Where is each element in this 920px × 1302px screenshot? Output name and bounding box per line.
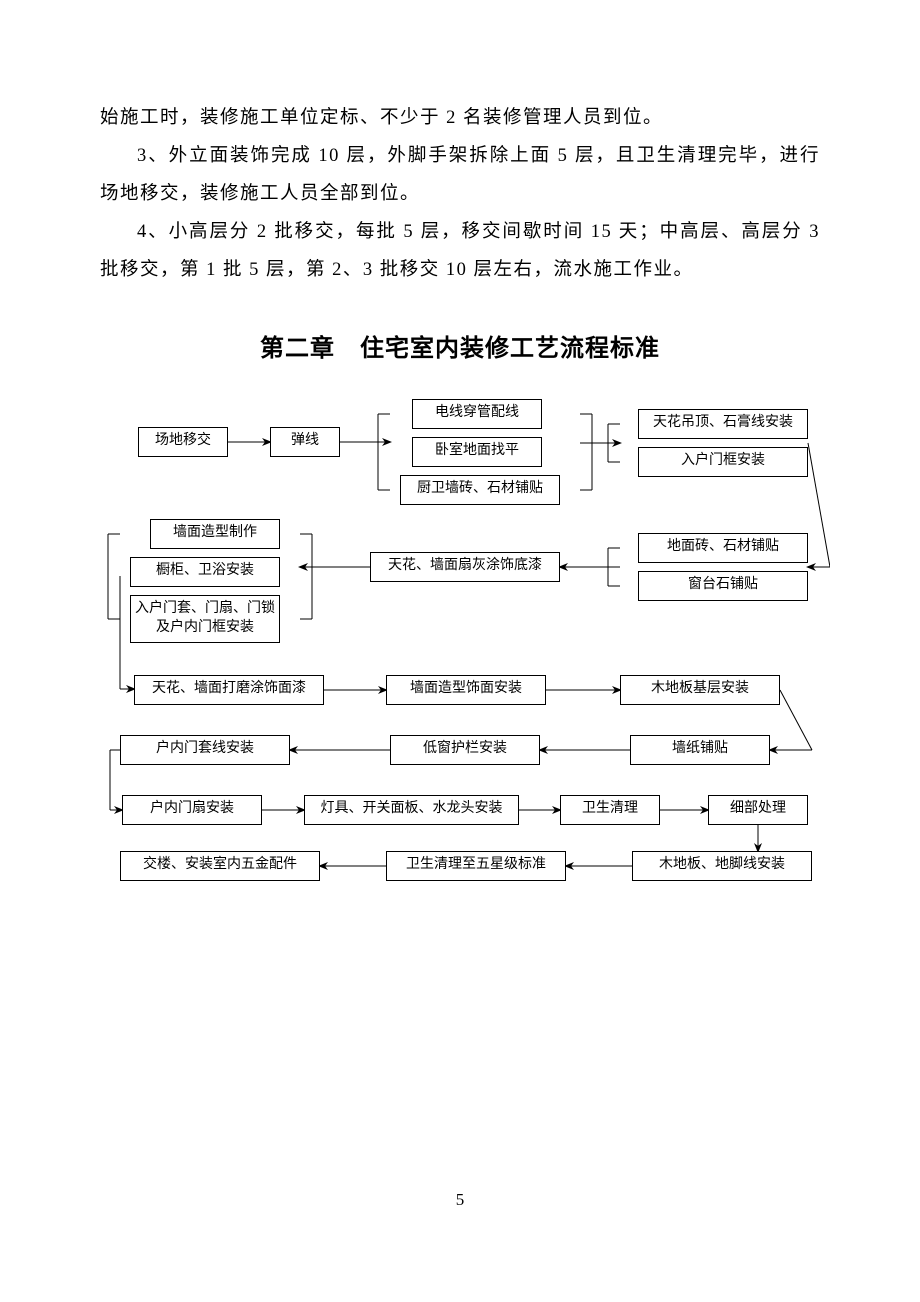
flowchart: 场地移交弹线电线穿管配线卧室地面找平厨卫墙砖、石材铺贴天花吊顶、石膏线安装入户门… — [90, 399, 830, 919]
flow-node-n26: 交楼、安装室内五金配件 — [120, 851, 320, 881]
flow-node-n03: 电线穿管配线 — [412, 399, 542, 429]
flow-node-n11: 墙面造型制作 — [150, 519, 280, 549]
paragraph-3: 4、小高层分 2 批移交，每批 5 层，移交间歇时间 15 天；中高层、高层分 … — [100, 214, 820, 290]
paragraph-2: 3、外立面装饰完成 10 层，外脚手架拆除上面 5 层，且卫生清理完毕，进行场地… — [100, 138, 820, 214]
flow-node-n12: 橱柜、卫浴安装 — [130, 557, 280, 587]
flow-node-n13: 入户门套、门扇、门锁及户内门框安装 — [130, 595, 280, 643]
flow-node-n05: 厨卫墙砖、石材铺贴 — [400, 475, 560, 505]
flow-node-n18: 低窗护栏安装 — [390, 735, 540, 765]
flow-node-n01: 场地移交 — [138, 427, 228, 457]
flow-node-n16: 木地板基层安装 — [620, 675, 780, 705]
paragraph-1: 始施工时，装修施工单位定标、不少于 2 名装修管理人员到位。 — [100, 100, 820, 138]
flow-node-n02: 弹线 — [270, 427, 340, 457]
flow-node-n06: 天花吊顶、石膏线安装 — [638, 409, 808, 439]
page-number: 5 — [0, 1190, 920, 1210]
flow-node-n14: 天花、墙面打磨涂饰面漆 — [134, 675, 324, 705]
flow-node-n24: 木地板、地脚线安装 — [632, 851, 812, 881]
flow-node-n08: 地面砖、石材铺贴 — [638, 533, 808, 563]
flow-node-n17: 户内门套线安装 — [120, 735, 290, 765]
flow-node-n25: 卫生清理至五星级标准 — [386, 851, 566, 881]
flow-node-n20: 户内门扇安装 — [122, 795, 262, 825]
chapter-title: 第二章 住宅室内装修工艺流程标准 — [100, 328, 820, 363]
flow-node-n15: 墙面造型饰面安装 — [386, 675, 546, 705]
flow-node-n04: 卧室地面找平 — [412, 437, 542, 467]
flow-node-n23: 细部处理 — [708, 795, 808, 825]
flow-node-n07: 入户门框安装 — [638, 447, 808, 477]
flow-node-n10: 天花、墙面扇灰涂饰底漆 — [370, 552, 560, 582]
flow-node-n22: 卫生清理 — [560, 795, 660, 825]
flow-node-n19: 墙纸铺贴 — [630, 735, 770, 765]
flow-node-n09: 窗台石铺贴 — [638, 571, 808, 601]
flow-node-n21: 灯具、开关面板、水龙头安装 — [304, 795, 519, 825]
